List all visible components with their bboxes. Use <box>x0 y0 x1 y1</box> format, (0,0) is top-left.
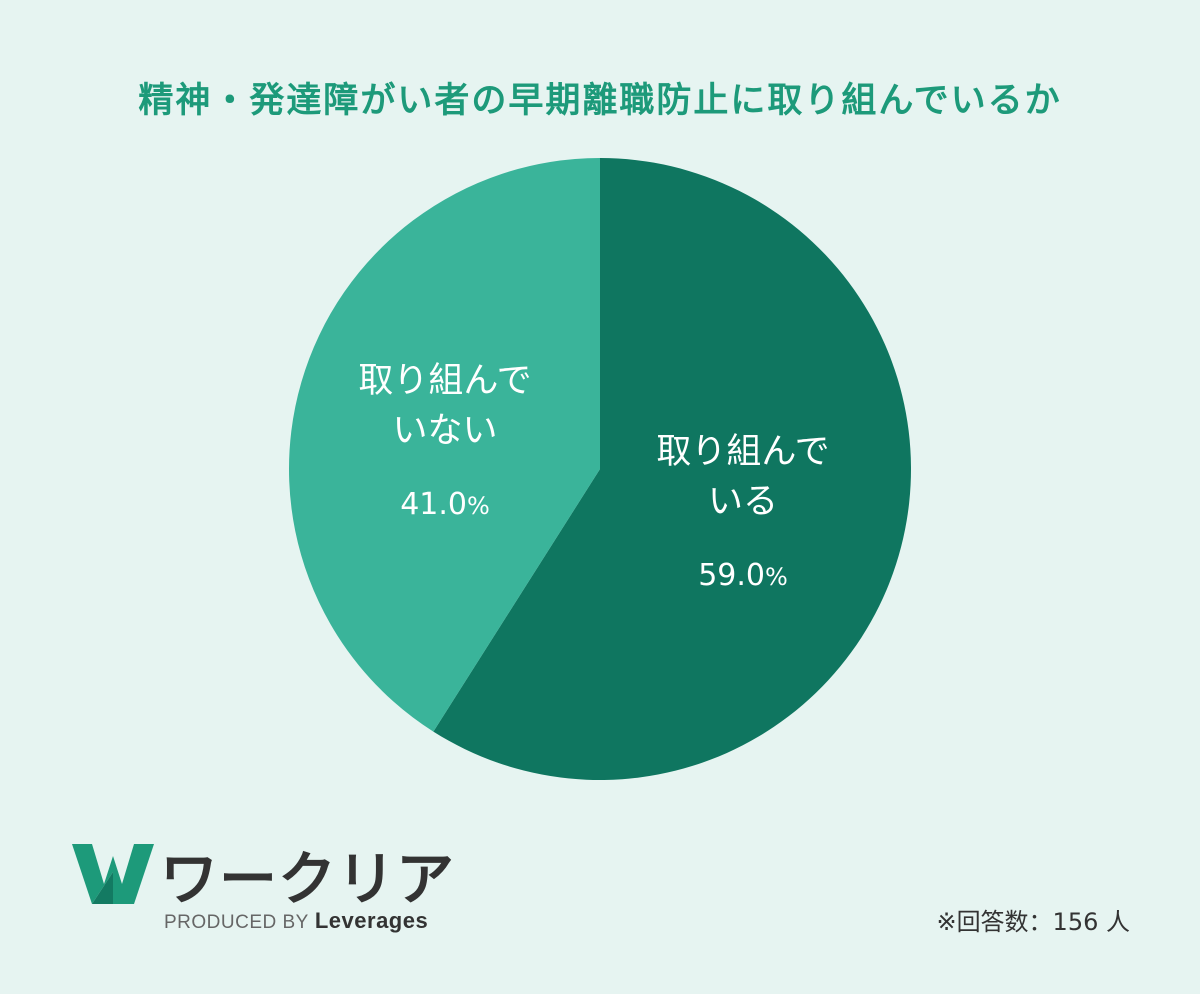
workclear-logo: ワークリア PRODUCED BY Leverages <box>72 838 454 938</box>
logo-name: ワークリア <box>160 845 456 913</box>
slice-label-0-line-1: いる <box>708 482 778 522</box>
pie-slice-0 <box>433 158 911 780</box>
slice-percent-1: 41.0% <box>400 487 490 522</box>
logo-mark-icon <box>72 844 154 904</box>
brand-name: Leverages <box>314 908 429 933</box>
produced-by-text: PRODUCED BY <box>164 912 309 933</box>
slice-percent-0: 59.0% <box>698 558 788 593</box>
chart-title: 精神・発達障がい者の早期離職防止に取り組んでいるか <box>138 81 1062 121</box>
slice-label-1-line-0: 取り組んで <box>358 361 531 401</box>
response-count-note: ※回答数：156 人 <box>936 908 1130 936</box>
slice-label-1-line-1: いない <box>392 411 497 451</box>
logo-produced-by: PRODUCED BY Leverages <box>164 908 428 934</box>
slice-label-0-line-0: 取り組んで <box>656 432 829 472</box>
pie-slice-1 <box>288 157 600 732</box>
